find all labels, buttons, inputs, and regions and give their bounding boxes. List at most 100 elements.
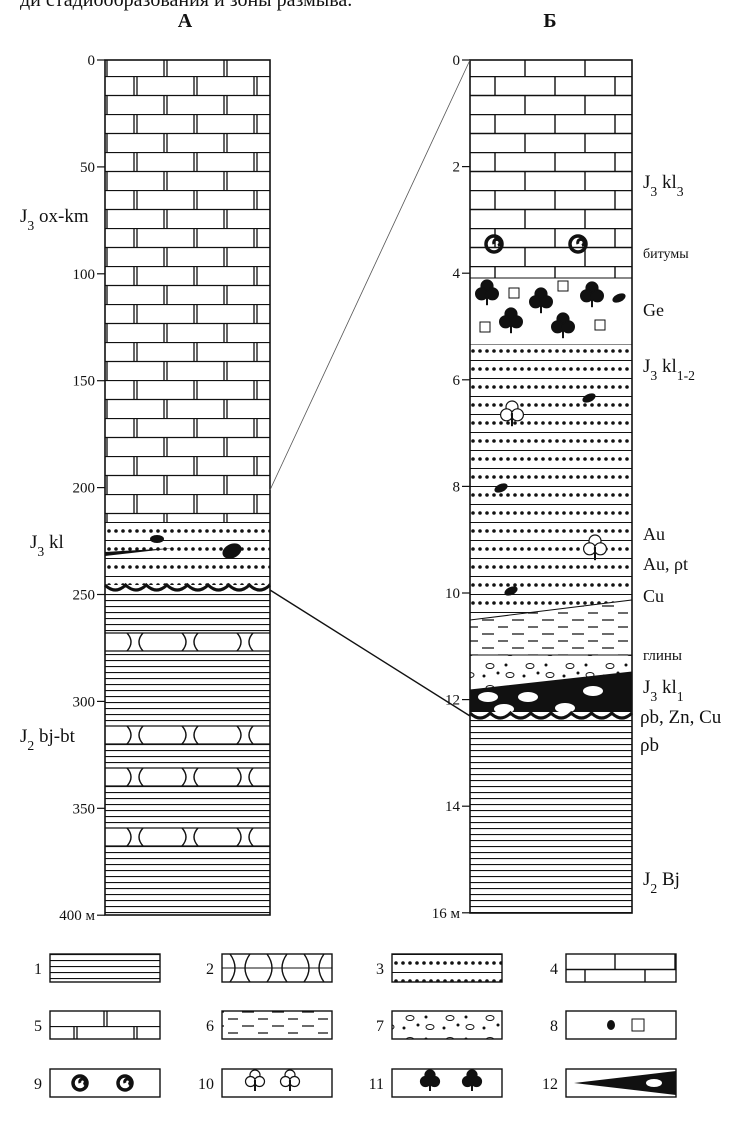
stratum-label: J3 kl1-2 [643,356,695,383]
stratum-label-part: J [20,206,27,227]
stratum-label: глины [643,648,682,664]
stratum-label-part: J [20,726,27,747]
square-symbol [632,1019,644,1031]
stratum-label: Ge [643,300,664,320]
legend-number: 8 [550,1018,558,1035]
legend-swatch [566,954,676,982]
legend-number: 1 [34,961,42,978]
stratum-label-part: глины [643,648,682,664]
clover-leaf [594,543,606,555]
depth-label: 100 [73,267,96,283]
stratum-label-part: Bj [657,869,680,890]
square-symbol [480,322,490,332]
stratum-label-part: Au, ρt [643,554,688,574]
ore-inclusion [583,686,603,696]
stratum-label-part: ox-km [34,206,89,227]
square-symbol [595,320,605,330]
depth-label: 14 [445,799,461,815]
stratum-label-part: Au [643,524,665,544]
stratum-label-part: kl [44,532,64,553]
legend-number: 7 [376,1018,384,1035]
ore-inclusion [646,1079,662,1087]
stratum-label-part: 1 [677,689,684,704]
clover-leaf [510,316,522,328]
stratum-label-part: J [643,356,650,377]
stratum-label: J2 bj-bt [20,726,76,753]
stratum-label-part: ρb, Zn, Cu [640,707,722,728]
stratum-label: J3 kl [30,532,64,559]
stratum-label-part: kl [657,172,677,193]
stratum-label-part: битумы [643,247,689,262]
depth-label: 0 [88,53,96,69]
shale-layer [470,718,632,913]
stratum-label-part: 3 [677,184,684,199]
clover-leaf [530,296,542,308]
stratum-label-part: bj-bt [34,726,75,747]
depth-label: 16 м [432,906,461,922]
legend-number: 5 [34,1018,42,1035]
legend-swatch [50,954,160,982]
stratum-label-part: J [643,869,650,890]
legend-number: 4 [550,961,558,978]
ore-inclusion [478,692,498,702]
depth-label: 4 [453,266,461,282]
stratum-label: J3 kl3 [643,172,684,199]
legend-swatch [392,954,502,982]
depth-label: 250 [73,588,96,604]
ore-inclusion [555,703,575,713]
legend-number: 12 [542,1076,558,1093]
clover-leaf [562,321,574,333]
sandstone-layer [470,345,632,620]
clover-leaf [501,409,513,421]
stratum-label-part: ρb [640,735,659,756]
legend-number: 6 [206,1018,214,1035]
stratum-label: J3 kl1 [643,677,684,704]
legend-swatch [392,1069,502,1097]
depth-label: 50 [80,160,95,176]
clover-leaf [552,321,564,333]
clover-leaf [584,543,596,555]
legend-swatch [222,1011,332,1039]
stratum-label-part: kl [657,677,677,698]
stratum-label-part: 1-2 [677,368,695,383]
erosion-line [470,713,632,718]
stratum-label-part: kl [657,356,677,377]
legend-swatch [50,1069,160,1097]
depth-label: 2 [453,160,461,176]
stratum-label-part: Cu [643,586,664,606]
stratum-label: битумы [643,247,689,262]
column-title: Б [543,10,556,32]
depth-label: 0 [453,53,461,69]
depth-label: 6 [453,373,461,389]
legend-swatch [222,1069,332,1097]
depth-label: 10 [445,586,460,602]
stratum-label: J3 ox-km [20,206,89,233]
stratum-label: J2 Bj [643,869,680,896]
stratum-label-part: J [643,172,650,193]
stratum-label-part: J [30,532,37,553]
legend-number: 11 [369,1076,384,1093]
depth-label: 300 [73,694,96,710]
square-symbol [509,288,519,298]
depth-label: 150 [73,374,96,390]
clover-leaf [581,290,593,302]
column-title: А [178,10,193,32]
depth-label: 400 м [59,908,95,924]
stratum-label: Au, ρt [643,554,688,574]
depth-label: 350 [73,801,96,817]
limestone-layer [470,60,632,278]
legend-number: 3 [376,961,384,978]
limestone-layer [105,60,270,522]
correlation-line [270,60,470,490]
legend-number: 2 [206,961,214,978]
nodule [150,535,164,543]
depth-label: 8 [453,479,461,495]
legend-swatch [50,1011,160,1039]
stratum-label-part: Ge [643,300,664,320]
sandstone-layer [105,522,270,590]
clover-leaf [486,288,498,300]
depth-label: 12 [445,693,460,709]
legend-number: 10 [198,1076,214,1093]
stratum-label: ρb [640,735,659,756]
clover-leaf [591,290,603,302]
